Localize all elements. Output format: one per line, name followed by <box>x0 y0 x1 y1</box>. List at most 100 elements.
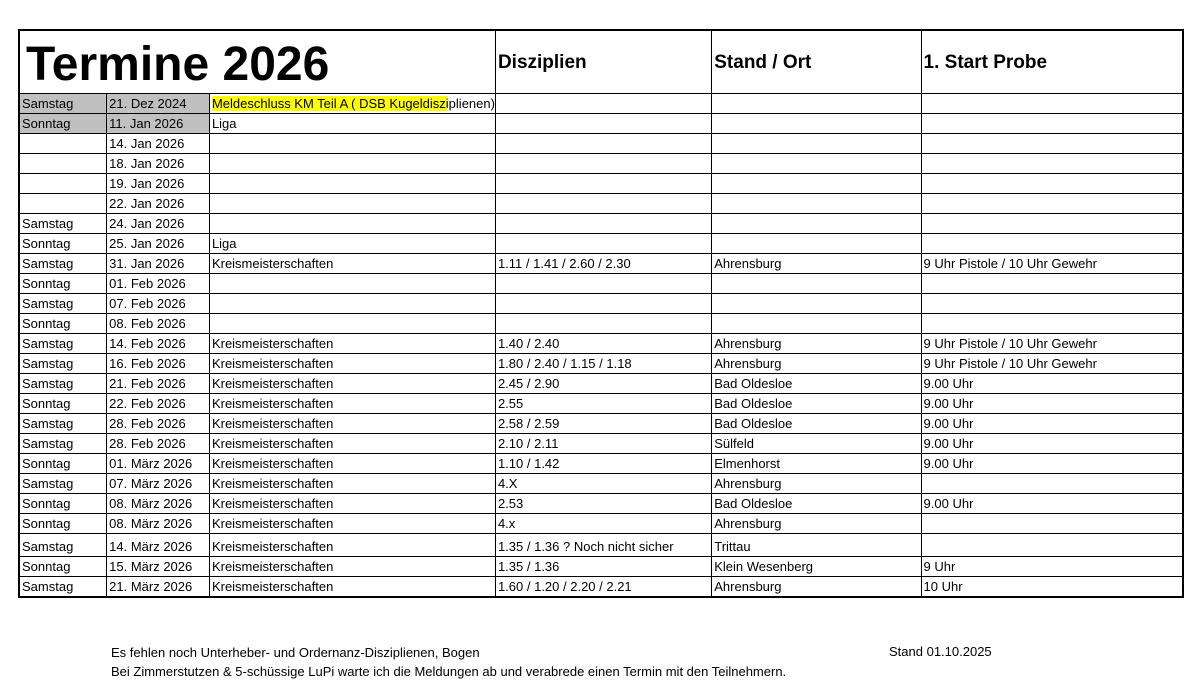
cell-disziplinen: 1.11 / 1.41 / 2.60 / 2.30 <box>494 253 713 274</box>
cell-day: Samstag <box>18 293 108 314</box>
table-row: Samstag 31. Jan 2026 Kreismeisterschaften 1… <box>18 253 1184 274</box>
table-row: Samstag 28. Feb 2026 Kreismeisterschaften 2… <box>18 413 1184 434</box>
cell-event <box>208 273 496 294</box>
cell-day: Samstag <box>18 333 108 354</box>
table-row: Samstag 28. Feb 2026 Kreismeisterschaften 2… <box>18 433 1184 454</box>
cell-day: Samstag <box>18 433 108 454</box>
footer-note-2: Bei Zimmerstutzen & 5-schüssige LuPi war… <box>111 664 787 679</box>
cell-ort <box>711 313 922 334</box>
cell-date: 21. Feb 2026 <box>106 373 210 394</box>
cell-disziplinen <box>494 233 713 254</box>
cell-ort: Ahrensburg <box>711 473 922 494</box>
cell-ort <box>711 93 922 114</box>
cell-start: 9 Uhr Pistole / 10 Uhr Gewehr <box>920 353 1184 374</box>
cell-day: Samstag <box>18 413 108 434</box>
cell-date: 14. Feb 2026 <box>106 333 210 354</box>
cell-event <box>208 193 496 214</box>
cell-day <box>18 173 108 194</box>
cell-disziplinen <box>494 173 713 194</box>
cell-disziplinen <box>494 113 713 134</box>
cell-disziplinen: 1.35 / 1.36 ? Noch nicht sicher <box>494 533 713 557</box>
cell-event: Kreismeisterschaften <box>208 533 496 557</box>
cell-day: Sonntag <box>18 513 108 534</box>
cell-event: Kreismeisterschaften <box>208 373 496 394</box>
cell-start <box>920 513 1184 534</box>
cell-disziplinen: 1.40 / 2.40 <box>494 333 713 354</box>
cell-day <box>18 153 108 174</box>
table-row: 18. Jan 2026 <box>18 153 1184 174</box>
cell-day: Sonntag <box>18 113 108 134</box>
table-row: Sonntag 08. März 2026 Kreismeisterschaften… <box>18 513 1184 534</box>
cell-ort: Ahrensburg <box>711 576 922 598</box>
table-row: Samstag 16. Feb 2026 Kreismeisterschaften 1… <box>18 353 1184 374</box>
cell-ort: Elmenhorst <box>711 453 922 474</box>
cell-disziplinen: 4.X <box>494 473 713 494</box>
table-row: Samstag 07. März 2026 Kreismeisterschaften… <box>18 473 1184 494</box>
header-row: Termine 2026 Disziplien Stand / Ort 1. S… <box>18 29 1184 94</box>
cell-ort <box>711 233 922 254</box>
cell-disziplinen <box>494 133 713 154</box>
cell-start <box>920 273 1184 294</box>
cell-start: 9.00 Uhr <box>920 393 1184 414</box>
cell-event: Kreismeisterschaften <box>208 333 496 354</box>
cell-start: 9.00 Uhr <box>920 453 1184 474</box>
cell-day <box>18 133 108 154</box>
cell-start <box>920 193 1184 214</box>
cell-event: Kreismeisterschaften <box>208 576 496 598</box>
cell-date: 21. März 2026 <box>106 576 210 598</box>
cell-ort <box>711 293 922 314</box>
cell-event: Liga <box>208 233 496 254</box>
table-row: Sonntag 15. März 2026 Kreismeisterschaften… <box>18 556 1184 577</box>
cell-disziplinen <box>494 313 713 334</box>
footer-note-1: Es fehlen noch Unterheber- und Ordernanz… <box>111 645 480 660</box>
cell-date: 14. Jan 2026 <box>106 133 210 154</box>
cell-date: 31. Jan 2026 <box>106 253 210 274</box>
cell-event <box>208 153 496 174</box>
header-disziplinen: Disziplien <box>494 29 713 94</box>
cell-event: Kreismeisterschaften <box>208 473 496 494</box>
cell-day: Samstag <box>18 213 108 234</box>
cell-event: Kreismeisterschaften <box>208 493 496 514</box>
cell-disziplinen: 1.60 / 1.20 / 2.20 / 2.21 <box>494 576 713 598</box>
cell-day: Sonntag <box>18 393 108 414</box>
cell-date: 14. März 2026 <box>106 533 210 557</box>
cell-ort: Sülfeld <box>711 433 922 454</box>
cell-ort: Ahrensburg <box>711 513 922 534</box>
cell-event: Kreismeisterschaften <box>208 393 496 414</box>
cell-date: 08. Feb 2026 <box>106 313 210 334</box>
cell-day: Samstag <box>18 576 108 598</box>
cell-day: Sonntag <box>18 453 108 474</box>
cell-event <box>208 133 496 154</box>
cell-date: 28. Feb 2026 <box>106 413 210 434</box>
header-stand: Stand / Ort <box>711 29 922 94</box>
cell-day: Samstag <box>18 93 108 114</box>
cell-ort <box>711 173 922 194</box>
cell-date: 07. Feb 2026 <box>106 293 210 314</box>
cell-date: 21. Dez 2024 <box>106 93 210 114</box>
cell-start <box>920 233 1184 254</box>
cell-disziplinen <box>494 293 713 314</box>
cell-day: Samstag <box>18 473 108 494</box>
cell-date: 11. Jan 2026 <box>106 113 210 134</box>
cell-date: 01. März 2026 <box>106 453 210 474</box>
table-row: 22. Jan 2026 <box>18 193 1184 214</box>
highlighted-text: Meldeschluss KM Teil A ( DSB Kugeldiszip… <box>211 96 495 111</box>
cell-disziplinen <box>494 93 713 114</box>
table-row: Sonntag 25. Jan 2026 Liga <box>18 233 1184 254</box>
cell-start: 9 Uhr Pistole / 10 Uhr Gewehr <box>920 253 1184 274</box>
cell-day: Samstag <box>18 253 108 274</box>
cell-start: 9.00 Uhr <box>920 413 1184 434</box>
cell-date: 25. Jan 2026 <box>106 233 210 254</box>
cell-event: Kreismeisterschaften <box>208 556 496 577</box>
cell-ort <box>711 133 922 154</box>
cell-date: 08. März 2026 <box>106 493 210 514</box>
cell-ort: Ahrensburg <box>711 353 922 374</box>
cell-ort: Bad Oldesloe <box>711 493 922 514</box>
table-row: Sonntag 01. Feb 2026 <box>18 273 1184 294</box>
schedule-table: Termine 2026 Disziplien Stand / Ort 1. S… <box>18 29 1184 598</box>
cell-disziplinen: 2.45 / 2.90 <box>494 373 713 394</box>
cell-date: 22. Jan 2026 <box>106 193 210 214</box>
cell-event <box>208 313 496 334</box>
cell-disziplinen <box>494 213 713 234</box>
cell-start: 10 Uhr <box>920 576 1184 598</box>
